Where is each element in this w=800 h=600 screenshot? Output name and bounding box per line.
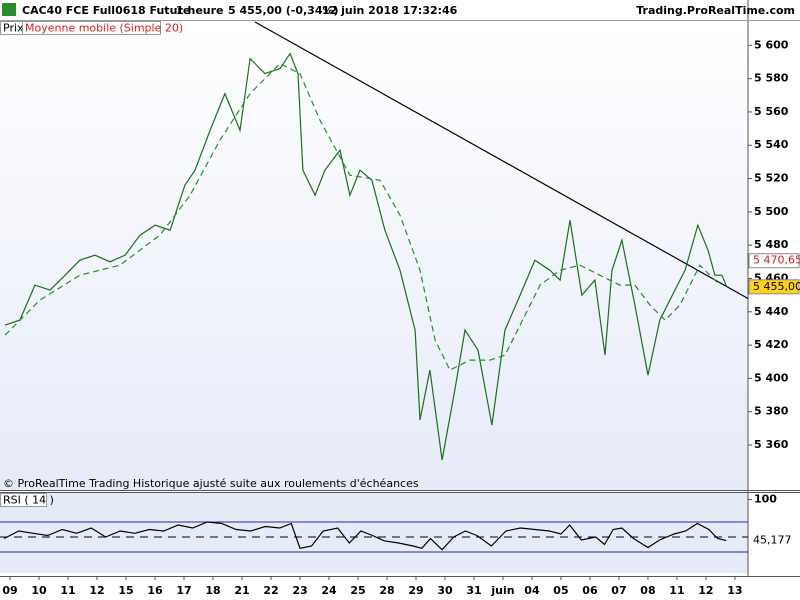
instrument: CAC40 FCE Full0618 Future [22,4,190,17]
legend-price: Prix [3,22,24,35]
rsi-title: RSI ( 14 ) [3,494,54,507]
x-tick-label: 04 [524,584,540,597]
x-tick-label: 09 [2,584,17,597]
price-marker-label: 5 455,00 [753,280,800,293]
price-marker [748,253,800,269]
price-marker [748,279,800,295]
price-marker-label: 5 470,65 [753,254,800,267]
moving-average [4,62,721,371]
x-tick-label: 22 [263,584,278,597]
x-tick-label: 28 [379,584,394,597]
x-tick-label: 10 [31,584,47,597]
y-tick-label: 5 600 [754,38,789,51]
y-tick-label: 5 500 [754,205,789,218]
price-panel [0,22,748,490]
y-tick-label: 5 540 [754,138,789,151]
legend-box [22,21,161,35]
logo [2,3,16,16]
y-tick-label: 5 440 [754,305,789,318]
x-tick-label: 23 [292,584,307,597]
y-tick-label: 5 360 [754,438,789,451]
timeframe: 1 heure [176,4,224,17]
price-line [3,521,727,551]
x-tick-label: 31 [466,584,481,597]
legend-ma: Moyenne mobile (Simple 20) [25,22,183,35]
rsi-panel [0,493,748,573]
x-tick-label: 08 [640,584,655,597]
y-tick-label: 5 420 [754,338,789,351]
x-tick-label: juin [490,584,514,597]
x-tick-label: 06 [582,584,598,597]
note: © ProRealTime Trading Historique ajusté … [3,477,419,490]
y-tick-label: 5 580 [754,72,789,85]
x-tick-label: 07 [611,584,626,597]
x-tick-label: 30 [437,584,453,597]
x-tick-label: 21 [234,584,249,597]
x-tick-label: 16 [147,584,163,597]
x-tick-label: 05 [553,584,568,597]
y-tick-label: 5 400 [754,371,789,384]
last-value-marker [749,533,799,548]
y-tick-label: 5 560 [754,105,789,118]
x-tick-label: 11 [669,584,684,597]
y-tick-label: 100 [754,493,777,506]
y-tick-label: 5 480 [754,238,789,251]
x-tick-label: 17 [176,584,191,597]
legend-box [0,493,47,507]
x-tick-label: 12 [89,584,104,597]
y-tick-label: 5 520 [754,172,789,185]
x-tick-label: 12 [698,584,713,597]
x-tick-label: 15 [118,584,133,597]
last-value-label: 45,177 [753,534,792,547]
x-tick-label: 29 [408,584,423,597]
x-tick-label: 18 [205,584,220,597]
x-tick-label: 11 [60,584,75,597]
x-tick-label: 25 [350,584,365,597]
x-tick-label: 24 [321,584,337,597]
y-tick-label: 5 380 [754,405,789,418]
source: Trading.ProRealTime.com [636,4,795,17]
last-quote: 5 455,00 (-0,34%) [228,4,339,17]
price-line [4,52,728,461]
x-tick-label: 13 [727,584,742,597]
trendline [254,21,749,299]
timestamp: 12 juin 2018 17:32:46 [322,4,458,17]
